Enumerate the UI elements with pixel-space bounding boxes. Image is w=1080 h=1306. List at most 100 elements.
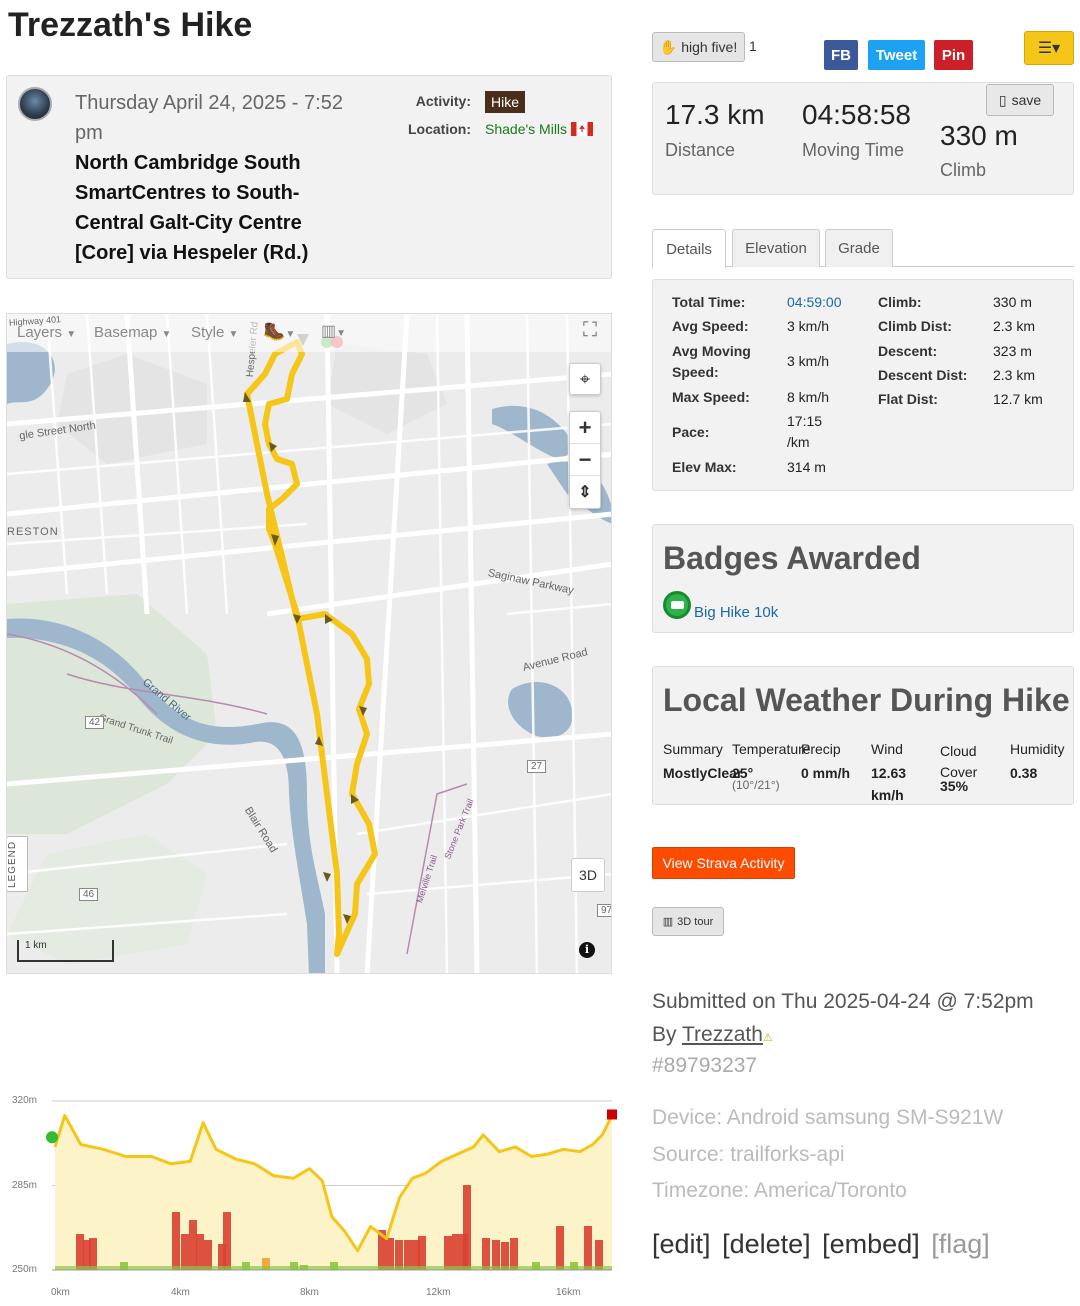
tab-details[interactable]: Details <box>652 229 726 268</box>
hike-badge-icon[interactable] <box>663 591 691 619</box>
view-strava-button[interactable]: View Strava Activity <box>652 847 795 879</box>
elevation-chart[interactable]: 320m 285m 250m 0km 4km 8km 12km 16km <box>0 1090 620 1306</box>
chevron-down-icon: ▼ <box>161 329 172 340</box>
grade-bar <box>196 1234 204 1270</box>
hiker-icon: 🥾 <box>263 321 286 341</box>
grade-bar <box>463 1185 471 1270</box>
map-3d-button[interactable]: 3D <box>571 858 605 892</box>
temperature-value: 25° <box>732 765 754 781</box>
location-link[interactable]: Shade's Mills <box>485 121 594 137</box>
y-tick-label: 320m <box>12 1095 38 1106</box>
save-button[interactable]: ▯ save <box>986 84 1054 116</box>
grade-bar <box>444 1236 452 1270</box>
elevation-chart-svg <box>46 1100 617 1271</box>
activity-type-menu[interactable]: 🥾▼ <box>263 321 295 342</box>
save-label[interactable]: save <box>1011 92 1042 108</box>
pace-value: 17:15 /km <box>787 413 823 450</box>
grade-bar <box>395 1240 403 1270</box>
basemap-menu[interactable]: Basemap ▼ <box>94 324 171 341</box>
grade-bar <box>386 1238 394 1270</box>
temperature-label: Temperature <box>732 741 811 757</box>
x-tick-label: 16km <box>556 1287 581 1298</box>
activity-date: Thursday April 24, 2025 - 7:52 pm <box>75 92 343 144</box>
chevron-down-icon: ▼ <box>336 328 347 339</box>
location-value[interactable]: Shade's Mills <box>485 121 568 137</box>
map-overlay-menu[interactable]: ▥▼ <box>321 321 346 341</box>
grade-bar <box>510 1238 518 1270</box>
grade-bar <box>556 1226 564 1270</box>
grade-bar <box>223 1212 231 1270</box>
grade-bar <box>83 1240 91 1270</box>
3d-tour-label[interactable]: 3D tour <box>677 915 714 928</box>
weather-title: Local Weather During Hike <box>663 682 1070 718</box>
max-speed-label: Max Speed: <box>672 389 750 405</box>
route-map[interactable]: gle Street North RESTON Saginaw Parkway … <box>6 313 612 974</box>
grade-bar <box>482 1238 490 1270</box>
route-97-shield: 97 <box>597 904 611 917</box>
avg-moving-speed-value: 3 km/h <box>787 353 830 369</box>
wind-value: 12.63 km/h <box>871 765 907 803</box>
temperature-range: (10°/21°) <box>732 778 780 792</box>
x-tick-label: 8km <box>300 1287 319 1298</box>
avg-speed-value: 3 km/h <box>787 318 830 334</box>
list-menu-button[interactable]: ☰▾ <box>1024 31 1074 65</box>
high-five-label[interactable]: high five! <box>681 39 738 55</box>
compass-reset-button[interactable]: ⇕ <box>570 476 600 508</box>
activity-id[interactable]: #89793237 <box>652 1054 758 1077</box>
high-five-button[interactable]: ✋ high five! <box>652 32 745 62</box>
tab-elevation[interactable]: Elevation <box>732 229 820 267</box>
route-name[interactable]: North Cambridge South SmartCentres to So… <box>75 152 309 264</box>
zoom-controls: + − ⇕ <box>569 411 601 509</box>
distance-value: 17.3 km <box>665 99 765 130</box>
zoom-in-button[interactable]: + <box>570 412 600 444</box>
grade-bar <box>89 1238 97 1270</box>
user-link[interactable]: Trezzath <box>681 1023 763 1046</box>
location-pin-icon: ⌖ <box>579 368 591 389</box>
embed-link[interactable]: [embed] <box>822 1229 920 1259</box>
basemap-label[interactable]: Basemap <box>94 324 158 341</box>
compass-icon: ⇕ <box>578 484 592 501</box>
map-icon: ▥ <box>321 323 337 340</box>
cloud-cover-value: 35% <box>940 778 969 794</box>
x-tick-label: 0km <box>51 1287 70 1298</box>
3d-tour-button[interactable]: ▥ 3D tour <box>652 907 724 936</box>
style-label[interactable]: Style <box>191 324 225 341</box>
style-menu[interactable]: Style ▼ <box>191 324 238 341</box>
cloud-cover-label: Cloud Cover <box>940 743 978 780</box>
elevation-area <box>55 1115 612 1270</box>
badge-link[interactable]: Big Hike 10k <box>694 604 779 621</box>
zoom-out-button[interactable]: − <box>570 444 600 476</box>
grade-bar <box>492 1240 500 1270</box>
stats-card: ▯ save 17.3 km Distance 04:58:58 Moving T… <box>652 82 1074 195</box>
layers-menu[interactable]: Layers ▼ <box>17 324 76 341</box>
start-marker <box>46 1131 58 1144</box>
avatar[interactable] <box>18 87 52 121</box>
submitted-text: Submitted on Thu 2025-04-24 @ 7:52pm <box>652 990 1034 1013</box>
route-27-shield: 27 <box>527 760 547 773</box>
fullscreen-icon[interactable]: ⛶ <box>583 319 597 341</box>
climb-label: Climb <box>940 160 987 180</box>
warning-icon: ⚠ <box>762 1032 773 1044</box>
tweet-button[interactable]: Tweet <box>868 40 925 70</box>
pinterest-button[interactable]: Pin <box>934 40 973 70</box>
info-icon[interactable]: i <box>579 942 595 958</box>
facebook-share-button[interactable]: FB <box>824 40 858 70</box>
badges-card: Badges Awarded Big Hike 10k <box>652 524 1074 633</box>
avg-speed-label: Avg Speed: <box>672 318 749 334</box>
legend-tab[interactable]: LEGEND <box>7 836 28 892</box>
layers-label[interactable]: Layers <box>17 324 63 341</box>
grade-bar <box>189 1220 197 1270</box>
flag-link[interactable]: [flag] <box>931 1229 990 1259</box>
climb-detail-label: Climb: <box>878 294 922 310</box>
locate-button[interactable]: ⌖ <box>569 363 601 395</box>
edit-link[interactable]: [edit] <box>652 1229 711 1259</box>
activity-info-card: Thursday April 24, 2025 - 7:52 pm North … <box>6 75 612 279</box>
hand-icon: ✋ <box>659 38 678 55</box>
tab-grade[interactable]: Grade <box>825 229 893 267</box>
climb-dist-label: Climb Dist: <box>878 318 952 334</box>
list-icon: ☰▾ <box>1037 40 1061 57</box>
delete-link[interactable]: [delete] <box>722 1229 811 1259</box>
grade-bar <box>595 1240 603 1270</box>
summary-value: MostlyClear <box>663 765 741 781</box>
